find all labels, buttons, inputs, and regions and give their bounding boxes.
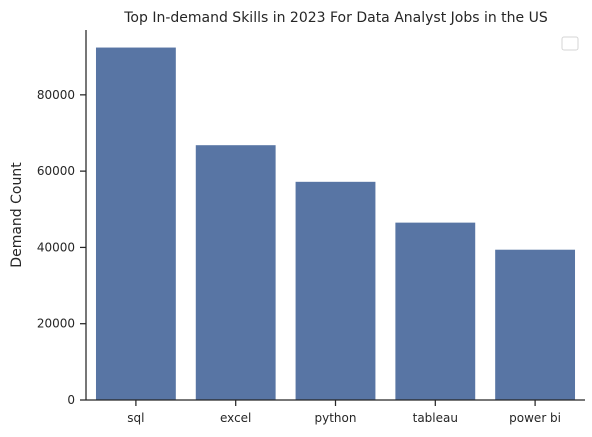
x-tick-label-excel: excel bbox=[220, 411, 251, 425]
x-tick-label-power-bi: power bi bbox=[509, 411, 561, 425]
bars-group bbox=[95, 47, 576, 401]
chart-title: Top In-demand Skills in 2023 For Data An… bbox=[123, 10, 548, 26]
y-tick-label: 80000 bbox=[37, 88, 75, 102]
x-axis-ticks: sql excel python tableau power bi bbox=[127, 400, 561, 425]
bar-sql bbox=[95, 47, 176, 401]
x-tick-label-sql: sql bbox=[127, 411, 144, 425]
x-tick-label-python: python bbox=[315, 411, 357, 425]
y-axis-ticks: 0 20000 40000 60000 80000 bbox=[37, 88, 86, 407]
bar-python bbox=[295, 181, 376, 400]
bar-excel bbox=[195, 145, 276, 400]
y-tick-label: 60000 bbox=[37, 164, 75, 178]
legend-box bbox=[561, 36, 579, 51]
y-tick-label: 20000 bbox=[37, 317, 75, 331]
x-tick-label-tableau: tableau bbox=[413, 411, 458, 425]
y-tick-label: 40000 bbox=[37, 240, 75, 254]
y-axis-label: Demand Count bbox=[9, 162, 25, 268]
bar-tableau bbox=[395, 222, 476, 400]
y-tick-label: 0 bbox=[67, 393, 75, 407]
bar-power-bi bbox=[495, 249, 576, 400]
